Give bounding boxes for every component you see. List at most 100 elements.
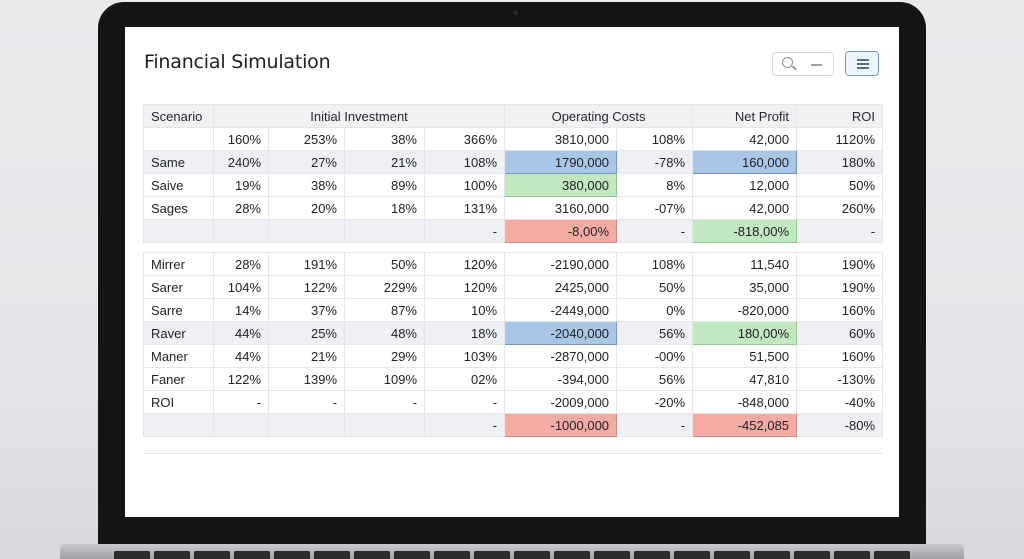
header-initial-investment[interactable]: Initial Investment [212, 104, 506, 128]
table-cell[interactable] [213, 219, 269, 243]
table-cell[interactable]: Sages [143, 196, 214, 220]
table-cell[interactable] [143, 127, 214, 151]
table-cell[interactable]: -2190,000 [504, 252, 618, 276]
table-cell[interactable]: 131% [423, 196, 506, 220]
table-cell[interactable]: 47,810 [692, 367, 798, 391]
table-cell[interactable]: 253% [268, 127, 345, 151]
table-cell[interactable]: 120% [423, 252, 506, 276]
table-cell[interactable] [268, 413, 345, 437]
table-cell[interactable]: 11,540 [692, 252, 798, 276]
table-cell[interactable]: 122% [213, 367, 269, 391]
menu-button[interactable] [845, 51, 879, 76]
header-operating-costs[interactable]: Operating Costs [504, 104, 694, 128]
table-cell[interactable]: -20% [616, 390, 694, 414]
table-cell[interactable]: 3810,000 [504, 127, 618, 151]
table-cell[interactable]: 190% [796, 252, 884, 276]
table-cell[interactable]: 139% [268, 367, 345, 391]
table-cell[interactable]: 44% [213, 344, 269, 368]
table-cell[interactable]: 38% [344, 127, 425, 151]
table-cell[interactable] [143, 219, 214, 243]
header-roi[interactable]: ROI [796, 104, 884, 128]
table-cell[interactable]: 25% [268, 321, 345, 345]
table-cell[interactable]: 1120% [796, 127, 884, 151]
table-cell[interactable]: 50% [344, 252, 425, 276]
table-cell[interactable]: 180% [796, 150, 884, 174]
table-cell[interactable]: 190% [796, 275, 884, 299]
table-cell[interactable]: 38% [268, 173, 345, 197]
table-cell[interactable]: -78% [616, 150, 694, 174]
table-cell[interactable]: 27% [268, 150, 345, 174]
table-cell[interactable]: 28% [213, 196, 269, 220]
table-cell-highlight[interactable]: 380,000 [504, 173, 618, 197]
table-cell[interactable]: 160% [796, 344, 884, 368]
table-cell-highlight[interactable]: 180,00% [692, 321, 798, 345]
table-cell[interactable]: 2425,000 [504, 275, 618, 299]
table-cell[interactable] [143, 413, 214, 437]
table-cell[interactable]: 37% [268, 298, 345, 322]
table-cell[interactable]: Sarer [143, 275, 214, 299]
table-cell[interactable]: 48% [344, 321, 425, 345]
table-cell[interactable] [268, 219, 345, 243]
table-cell[interactable]: -40% [796, 390, 884, 414]
table-cell[interactable]: 18% [344, 196, 425, 220]
header-scenario[interactable]: Scenario [143, 104, 214, 128]
table-cell[interactable]: 108% [616, 252, 694, 276]
table-cell[interactable]: 0% [616, 298, 694, 322]
table-cell[interactable]: - [796, 219, 884, 243]
table-cell[interactable]: 18% [423, 321, 506, 345]
table-cell[interactable]: 103% [423, 344, 506, 368]
table-cell[interactable]: -2009,000 [504, 390, 618, 414]
table-cell[interactable]: 8% [616, 173, 694, 197]
table-cell[interactable]: Faner [143, 367, 214, 391]
table-cell[interactable]: ROI [143, 390, 214, 414]
table-cell[interactable]: 120% [423, 275, 506, 299]
table-cell[interactable]: 56% [616, 321, 694, 345]
table-cell[interactable]: Same [143, 150, 214, 174]
table-cell[interactable]: 191% [268, 252, 345, 276]
table-cell[interactable]: 108% [616, 127, 694, 151]
table-cell[interactable]: - [344, 390, 425, 414]
table-cell[interactable]: 29% [344, 344, 425, 368]
table-cell[interactable]: 21% [268, 344, 345, 368]
table-cell[interactable]: -820,000 [692, 298, 798, 322]
table-cell[interactable] [213, 413, 269, 437]
table-cell-highlight[interactable]: 160,000 [692, 150, 798, 174]
table-cell[interactable]: 28% [213, 252, 269, 276]
table-cell[interactable]: Saive [143, 173, 214, 197]
table-cell[interactable]: Maner [143, 344, 214, 368]
table-cell[interactable]: -394,000 [504, 367, 618, 391]
table-cell[interactable]: 160% [796, 298, 884, 322]
table-cell[interactable]: 122% [268, 275, 345, 299]
table-cell[interactable]: -848,000 [692, 390, 798, 414]
table-cell[interactable]: 109% [344, 367, 425, 391]
table-cell[interactable]: 21% [344, 150, 425, 174]
table-cell[interactable]: 60% [796, 321, 884, 345]
table-cell[interactable]: Sarre [143, 298, 214, 322]
header-net-profit[interactable]: Net Profit [692, 104, 798, 128]
table-cell[interactable] [344, 413, 425, 437]
table-cell[interactable]: 50% [796, 173, 884, 197]
table-cell[interactable]: 51,500 [692, 344, 798, 368]
table-cell-highlight[interactable]: 1790,000 [504, 150, 618, 174]
search-box[interactable] [772, 52, 834, 76]
table-cell[interactable]: 229% [344, 275, 425, 299]
table-cell[interactable]: 87% [344, 298, 425, 322]
table-cell[interactable]: -00% [616, 344, 694, 368]
table-cell[interactable]: 19% [213, 173, 269, 197]
table-cell[interactable]: - [616, 219, 694, 243]
table-cell[interactable]: 10% [423, 298, 506, 322]
table-cell[interactable]: 56% [616, 367, 694, 391]
table-cell[interactable] [344, 219, 425, 243]
table-cell[interactable]: - [423, 413, 506, 437]
table-cell[interactable]: - [268, 390, 345, 414]
table-cell[interactable]: -80% [796, 413, 884, 437]
table-cell[interactable]: 20% [268, 196, 345, 220]
table-cell[interactable]: 12,000 [692, 173, 798, 197]
table-cell-highlight[interactable]: -818,00% [692, 219, 798, 243]
table-cell[interactable]: -130% [796, 367, 884, 391]
table-cell[interactable]: 50% [616, 275, 694, 299]
table-cell[interactable]: - [423, 390, 506, 414]
table-cell[interactable]: 108% [423, 150, 506, 174]
table-cell[interactable]: 3160,000 [504, 196, 618, 220]
table-cell[interactable]: 260% [796, 196, 884, 220]
